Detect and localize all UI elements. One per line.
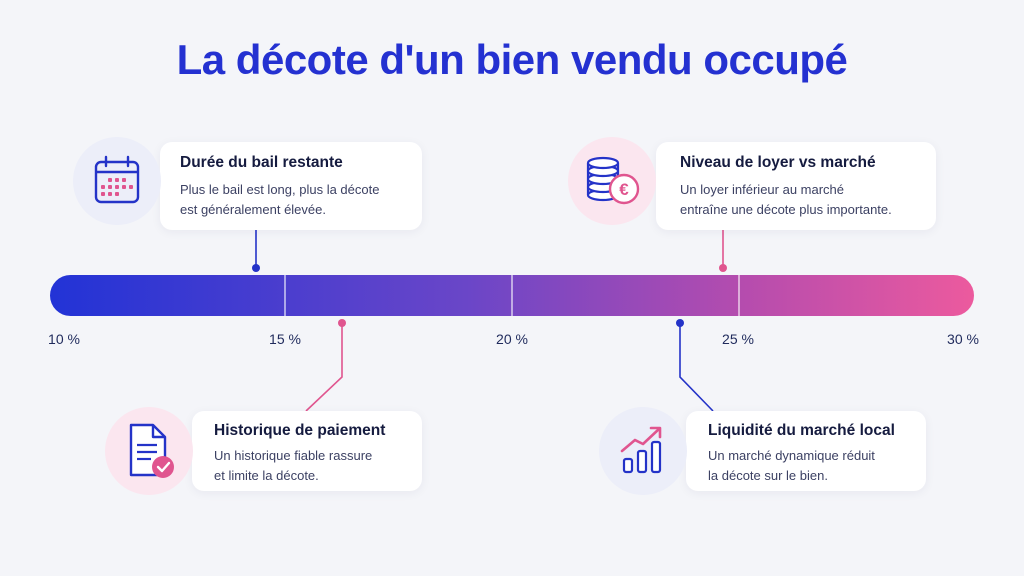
factor-card-loyer: Niveau de loyer vs marché Un loyer infér… <box>656 142 936 230</box>
factor-description: Un loyer inférieur au marché entraîne un… <box>680 180 892 220</box>
document-check-icon <box>105 407 193 495</box>
tick-label: 10 % <box>48 331 80 347</box>
factor-card-historique: Historique de paiement Un historique fia… <box>192 411 422 491</box>
marker-liquidite <box>676 319 684 327</box>
factor-card-bail: Durée du bail restante Plus le bail est … <box>160 142 422 230</box>
scale-separator <box>284 275 286 316</box>
description-line: est généralement élevée. <box>180 202 326 217</box>
factor-description: Plus le bail est long, plus la décote es… <box>180 180 379 220</box>
coins-euro-icon: € <box>568 137 656 225</box>
calendar-icon <box>73 137 161 225</box>
factor-title: Liquidité du marché local <box>708 422 895 439</box>
svg-text:€: € <box>619 180 629 199</box>
factor-card-liquidite: Liquidité du marché local Un marché dyna… <box>686 411 926 491</box>
description-line: Un marché dynamique réduit <box>708 448 875 463</box>
factor-description: Un marché dynamique réduit la décote sur… <box>708 446 875 486</box>
factor-title: Historique de paiement <box>214 422 386 439</box>
description-line: entraîne une décote plus importante. <box>680 202 892 217</box>
description-line: et limite la décote. <box>214 468 319 483</box>
marker-historique <box>338 319 346 327</box>
factor-description: Un historique fiable rassure et limite l… <box>214 446 372 486</box>
connector-liquidite <box>679 323 714 412</box>
marker-bail <box>252 264 260 272</box>
connector-historique <box>305 323 343 412</box>
page-title: La décote d'un bien vendu occupé <box>176 36 848 83</box>
description-line: Un loyer inférieur au marché <box>680 182 845 197</box>
tick-label: 30 % <box>947 331 979 347</box>
description-line: la décote sur le bien. <box>708 468 828 483</box>
scale-bar <box>50 275 974 316</box>
description-line: Plus le bail est long, plus la décote <box>180 182 380 197</box>
factor-title: Niveau de loyer vs marché <box>680 154 876 171</box>
trending-chart-icon <box>599 407 687 495</box>
scale-separator <box>511 275 513 316</box>
tick-label: 20 % <box>496 331 528 347</box>
description-line: Un historique fiable rassure <box>214 448 373 463</box>
scale-separator <box>738 275 740 316</box>
factor-title: Durée du bail restante <box>180 154 343 171</box>
tick-label: 15 % <box>269 331 301 347</box>
tick-label: 25 % <box>722 331 754 347</box>
marker-loyer <box>719 264 727 272</box>
